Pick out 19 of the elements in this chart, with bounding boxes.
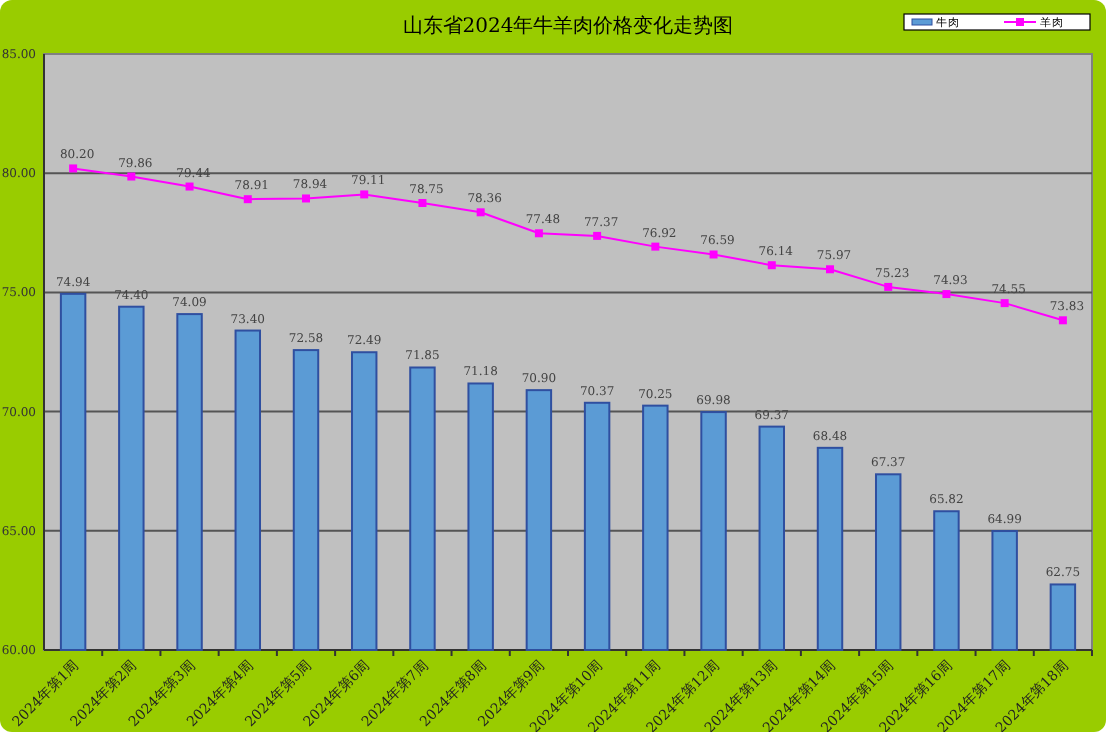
point	[884, 282, 893, 291]
point	[709, 250, 718, 259]
point	[593, 231, 602, 240]
point	[1058, 316, 1067, 325]
point	[302, 194, 310, 203]
point	[127, 172, 136, 181]
point	[360, 190, 369, 199]
point	[651, 242, 660, 251]
point	[476, 208, 485, 217]
point	[942, 290, 951, 299]
chart-title: 山东省2024年牛羊肉价格变化走势图	[402, 14, 734, 38]
point	[826, 265, 834, 274]
point	[418, 199, 427, 207]
point	[767, 261, 776, 270]
point	[534, 229, 543, 238]
point	[243, 195, 252, 204]
point	[1000, 299, 1009, 308]
point	[69, 164, 78, 173]
point	[185, 182, 194, 191]
